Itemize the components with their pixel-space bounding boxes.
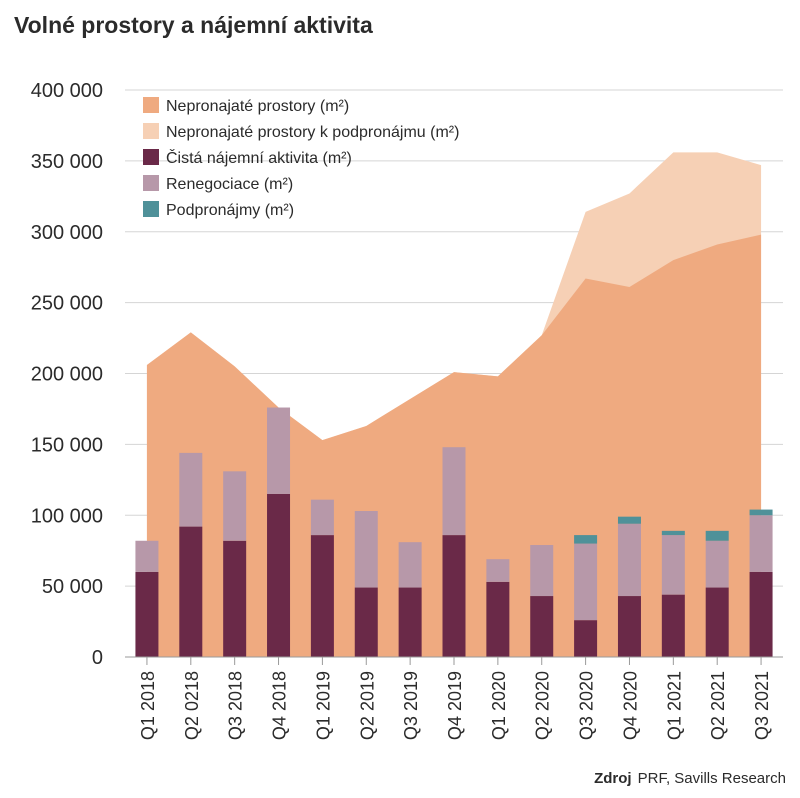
bar-net_take_up [705, 587, 729, 657]
y-tick-label: 50 000 [42, 576, 103, 598]
x-tick-label: Q2 0218 [182, 671, 202, 740]
axes: 0 50 000 100 000 150 000 200 000 250 000 300 0… [31, 80, 783, 740]
y-tick-label: 300 000 [31, 222, 103, 244]
bar-net_take_up [310, 535, 334, 657]
bar-net_take_up [179, 526, 203, 657]
bar-renegotiation [442, 447, 466, 536]
x-tick-label: Q1 2018 [138, 671, 158, 740]
bar-renegotiation [310, 499, 334, 536]
y-tick-label: 0 [92, 647, 103, 669]
legend: Nepronajaté prostory (m²) Nepronajaté pro… [143, 97, 459, 219]
bar-net_take_up [530, 596, 554, 657]
y-tick-label: 100 000 [31, 505, 103, 527]
legend-swatch [143, 97, 159, 113]
bar-sublease [661, 530, 685, 536]
area-vacant [146, 234, 762, 657]
bar-sublease [574, 535, 598, 544]
x-tick-label: Q4 2018 [270, 671, 290, 740]
bar-renegotiation [705, 540, 729, 588]
bar-renegotiation [267, 407, 291, 494]
bar-renegotiation [749, 515, 773, 572]
bar-sublease [617, 516, 641, 524]
x-tick-label: Q2 2021 [708, 671, 728, 740]
source-text: PRF, Savills Research [637, 770, 786, 787]
bar-net_take_up [486, 581, 510, 657]
x-tick-label: Q3 2020 [577, 671, 597, 740]
legend-label: Nepronajaté prostory k podpronájmu (m²) [166, 124, 459, 141]
bar-renegotiation [398, 542, 422, 588]
bar-net_take_up [617, 596, 641, 657]
x-tick-label: Q1 2020 [489, 671, 509, 740]
y-tick-label: 250 000 [31, 293, 103, 315]
bar-net_take_up [267, 493, 291, 657]
legend-label: Čistá nájemní aktivita (m²) [166, 148, 352, 167]
bar-net_take_up [661, 594, 685, 657]
x-tick-label: Q4 2020 [620, 671, 640, 740]
bar-sublease [749, 509, 773, 516]
bar-series-layer [135, 407, 773, 657]
legend-label: Podpronájmy (m²) [166, 202, 294, 219]
x-tick-label: Q3 2018 [226, 671, 246, 740]
bar-net_take_up [749, 571, 773, 657]
x-tick-label: Q2 2019 [357, 671, 377, 740]
legend-swatch [143, 175, 159, 191]
bar-renegotiation [661, 535, 685, 595]
bar-net_take_up [442, 535, 466, 657]
bar-renegotiation [354, 510, 378, 588]
bar-renegotiation [617, 523, 641, 597]
x-tick-label: Q2 2020 [533, 671, 553, 740]
bar-renegotiation [486, 559, 510, 582]
bar-renegotiation [530, 545, 554, 597]
bar-net_take_up [574, 620, 598, 657]
source-note: Zdroj PRF, Savills Research [594, 770, 786, 787]
bar-renegotiation [179, 452, 203, 527]
y-tick-label: 400 000 [31, 80, 103, 102]
legend-swatch [143, 201, 159, 217]
bar-sublease [705, 530, 729, 541]
source-label: Zdroj [594, 770, 632, 787]
y-tick-label: 200 000 [31, 364, 103, 386]
y-tick-label: 350 000 [31, 151, 103, 173]
x-tick-label: Q1 2021 [664, 671, 684, 740]
bar-net_take_up [135, 571, 159, 657]
bar-renegotiation [135, 540, 159, 572]
bar-renegotiation [574, 543, 598, 621]
bar-net_take_up [398, 587, 422, 657]
x-tick-label: Q1 2019 [313, 671, 333, 740]
legend-label: Nepronajaté prostory (m²) [166, 98, 349, 115]
legend-swatch [143, 123, 159, 139]
bar-net_take_up [354, 587, 378, 657]
chart-title: Volné prostory a nájemní aktivita [14, 12, 373, 38]
area-series-layer [146, 152, 762, 657]
bar-net_take_up [223, 540, 247, 657]
bar-renegotiation [223, 471, 247, 541]
x-tick-label: Q3 2019 [401, 671, 421, 740]
x-tick-label: Q4 2019 [445, 671, 465, 740]
legend-swatch [143, 149, 159, 165]
y-tick-label: 150 000 [31, 434, 103, 456]
x-tick-label: Q3 2021 [752, 671, 772, 740]
legend-label: Renegociace (m²) [166, 176, 293, 193]
